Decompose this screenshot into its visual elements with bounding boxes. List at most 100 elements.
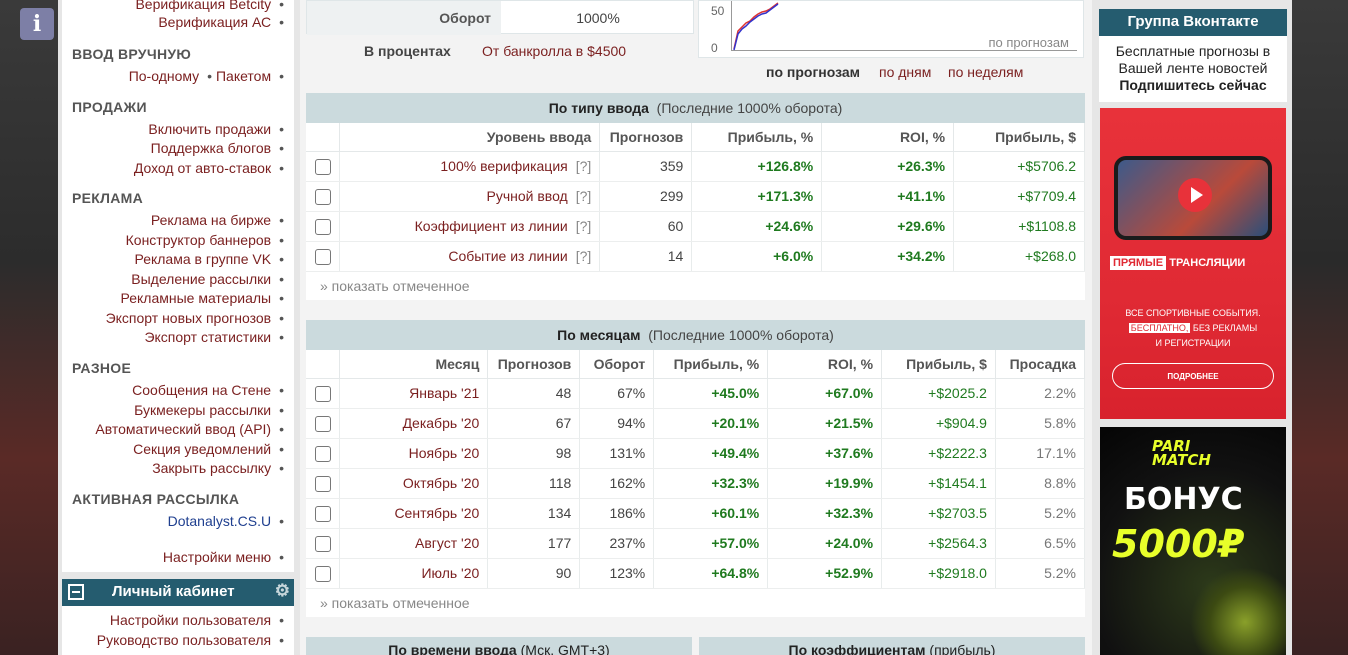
row-month[interactable]: Декабрь '20 [339,408,489,439]
row-name[interactable]: Коэффициент из линии [?] [339,211,601,242]
table-row: Декабрь '20 67 94% +20.1% +21.5% +$904.9… [306,408,1086,439]
vk-promo[interactable]: Бесплатные прогнозы в Вашей ленте новост… [1099,36,1287,102]
show-marked-link[interactable]: » показать отмеченное [306,589,1085,617]
sidebar-item-user-guide[interactable]: Руководство пользователя • [96,632,284,648]
sidebar-item-menu-settings[interactable]: Настройки меню • [162,549,284,565]
cell-roi: +21.5% [767,408,883,439]
cell-count: 14 [599,241,693,272]
row-checkbox[interactable] [314,535,331,552]
sidebar-item-bookmakers[interactable]: Букмекеры рассылки • [134,402,284,418]
row-month[interactable]: Октябрь '20 [339,468,489,499]
vk-header: Группа Вконтакте [1099,9,1287,36]
sidebar-item-highlight[interactable]: Выделение рассылки • [131,271,284,287]
cell-count: 98 [487,438,581,469]
vk-subscribe-link[interactable]: Подпишитесь сейчас [1119,77,1267,93]
sidebar-item-ad-exchange[interactable]: Реклама на бирже • [150,212,284,228]
minus-icon[interactable] [68,584,84,600]
by-time-header: По времени ввода (Мск, GMT+3) [306,637,692,655]
cell-drawdown: 2.2% [995,378,1086,409]
header-cell: Уровень ввода [339,123,601,152]
row-month[interactable]: Сентябрь '20 [339,498,489,529]
chart-link-weeks[interactable]: по неделям [948,64,1024,80]
chart-link-forecasts[interactable]: по прогнозам [766,64,861,80]
row-name[interactable]: Ручной ввод [?] [339,181,601,212]
sidebar-item-enable-sales[interactable]: Включить продажи • [148,121,284,137]
header-cell: Прибыль, $ [953,123,1085,152]
header-cell: ROI, % [821,123,955,152]
header-cell: Прибыль, $ [881,350,996,379]
show-marked-link[interactable]: » показать отмеченное [306,272,1085,300]
sidebar-item-export-new[interactable]: Экспорт новых прогнозов • [105,310,284,326]
cell-turnover: 162% [579,468,655,499]
cell-profit-pct: +171.3% [691,181,823,212]
ad-more-button[interactable]: ПОДРОБНЕЕ [1112,363,1274,389]
ad-banner-bonus[interactable]: PARI MATCH БОНУС 5000₽ [1100,427,1286,655]
cell-profit-usd: +$7709.4 [953,181,1085,212]
gear-icon[interactable]: ⚙ [274,581,290,600]
chart-caption: по прогнозам [988,35,1069,50]
series-line-blue [733,3,779,51]
row-checkbox[interactable] [314,158,331,175]
cell-count: 60 [599,211,693,242]
sidebar-item-close[interactable]: Закрыть рассылку • [152,460,284,476]
row-month[interactable]: Январь '21 [339,378,489,409]
by-month-table: Месяц Прогнозов Оборот Прибыль, % ROI, %… [306,350,1086,589]
sidebar-item-betcity[interactable]: Верификация Betcity • [135,0,284,12]
sidebar-item-vk-ads[interactable]: Реклама в группе VK • [134,251,284,267]
row-checkbox[interactable] [314,188,331,205]
cell-profit-usd: +$2918.0 [881,558,996,589]
cell-profit-usd: +$2564.3 [881,528,996,559]
cell-turnover: 67% [579,378,655,409]
vk-line: Вашей ленте новостей [1118,60,1268,76]
table-row: Ручной ввод [?] 299 +171.3% +41.1% +$7709… [306,181,1085,212]
cell-profit-usd: +$268.0 [953,241,1085,272]
cell-profit-pct: +126.8% [691,151,823,182]
row-name[interactable]: 100% верификация [?] [339,151,601,182]
sidebar-item-auto-bets[interactable]: Доход от авто-ставок • [133,160,284,176]
mini-chart: 50 0 по прогнозам [698,0,1084,58]
cabinet-header[interactable]: Личный кабинет ⚙ [62,579,294,606]
cell-drawdown: 17.1% [995,438,1086,469]
cell-count: 67 [487,408,581,439]
chart-link-days[interactable]: по дням [879,64,932,80]
cell-roi: +24.0% [767,528,883,559]
sidebar-item-api[interactable]: Автоматический ввод (API) • [95,421,284,437]
cell-profit-pct: +32.3% [653,468,769,499]
bankroll-link[interactable]: От банкролла в $4500 [482,43,627,59]
row-checkbox[interactable] [314,415,331,432]
sidebar-item-wall[interactable]: Сообщения на Стене • [132,382,284,398]
sidebar-item-active-mailing[interactable]: Dotanalyst.CS.U • [167,513,284,529]
row-checkbox[interactable] [314,505,331,522]
sidebar-item-ac[interactable]: Верификация АС • [158,14,284,30]
row-month[interactable]: Август '20 [339,528,489,559]
series-line-red [733,2,779,50]
row-checkbox[interactable] [314,475,331,492]
cell-profit-usd: +$5706.2 [953,151,1085,182]
bonus-title: БОНУС [1124,482,1243,517]
row-checkbox[interactable] [314,565,331,582]
sidebar-item-export-stats[interactable]: Экспорт статистики • [144,329,284,345]
info-icon[interactable]: i [20,8,54,40]
cell-profit-usd: +$1108.8 [953,211,1085,242]
row-checkbox[interactable] [314,445,331,462]
ad-banner-streams[interactable]: ПРЯМЫЕ ТРАНСЛЯЦИИ ВСЕ СПОРТИВНЫЕ СОБЫТИЯ… [1100,108,1286,419]
row-name[interactable]: Событие из линии [?] [339,241,601,272]
sidebar-item-user-settings[interactable]: Настройки пользователя • [109,612,284,628]
sidebar: Верификация Betcity • Верификация АС • ВВО… [62,0,294,572]
by-month-header: По месяцам (Последние 1000% оборота) [306,320,1085,350]
sidebar-item-manual[interactable]: По-одному • Пакетом • [128,68,284,84]
sidebar-item-notifications[interactable]: Секция уведомлений • [133,441,284,457]
cell-turnover: 94% [579,408,655,439]
turnover-label: Оборот [307,1,501,35]
sidebar-item-banner-builder[interactable]: Конструктор баннеров • [125,232,284,248]
cell-profit-usd: +$2025.2 [881,378,996,409]
row-month[interactable]: Ноябрь '20 [339,438,489,469]
row-checkbox[interactable] [314,248,331,265]
row-month[interactable]: Июль '20 [339,558,489,589]
row-checkbox[interactable] [314,218,331,235]
vk-line: Бесплатные прогнозы в [1115,43,1271,59]
cell-profit-usd: +$2703.5 [881,498,996,529]
sidebar-item-ad-materials[interactable]: Рекламные материалы • [120,290,284,306]
row-checkbox[interactable] [314,385,331,402]
sidebar-item-blog-support[interactable]: Поддержка блогов • [150,140,284,156]
